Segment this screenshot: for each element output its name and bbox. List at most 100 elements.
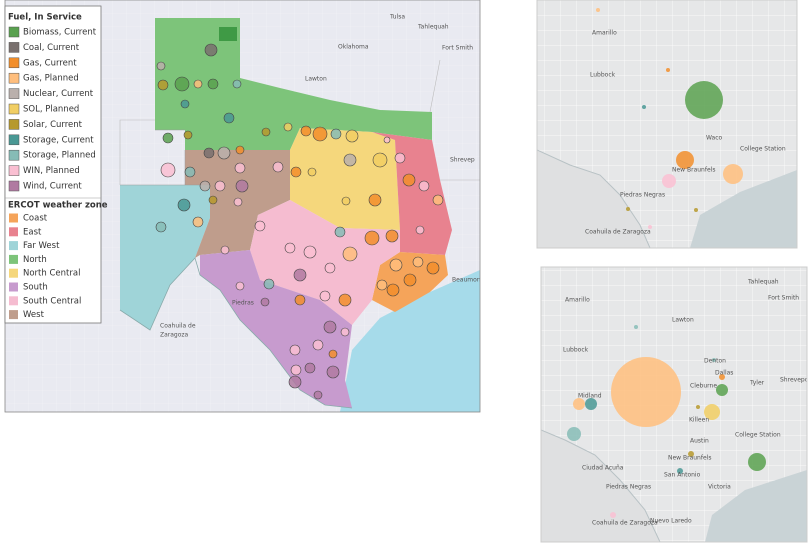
- place-label: Tulsa: [389, 14, 405, 21]
- place-label: Nuevo Laredo: [650, 518, 692, 525]
- plant-marker: [232, 79, 242, 89]
- legend-label: SOL, Planned: [23, 105, 79, 115]
- zone-south-central: [250, 200, 400, 325]
- legend-label: Solar, Current: [23, 120, 83, 130]
- plant-marker: [719, 374, 725, 380]
- plant-marker: [412, 256, 424, 268]
- legend-swatch: [9, 254, 18, 264]
- plant-marker: [180, 99, 190, 109]
- place-label: Zaragoza: [160, 332, 189, 339]
- plant-marker: [610, 512, 616, 518]
- legend-swatch: [8, 165, 20, 176]
- plant-marker: [364, 230, 380, 246]
- legend-label: Storage, Current: [23, 135, 94, 145]
- plant-marker: [426, 261, 440, 275]
- plant-marker: [303, 245, 317, 259]
- plant-markers: [155, 43, 444, 400]
- legend-label: Nuclear, Current: [23, 89, 94, 99]
- plant-marker: [341, 196, 351, 206]
- place-label: Tyler: [749, 380, 765, 387]
- plant-marker: [345, 129, 359, 143]
- place-label: Midland: [578, 393, 602, 400]
- legend-label: Gas, Current: [23, 58, 77, 68]
- plant-marker: [338, 293, 352, 307]
- plant-marker: [288, 375, 302, 389]
- rio-grande: [119, 257, 353, 409]
- plant-marker: [183, 130, 193, 140]
- plant-marker: [696, 405, 700, 409]
- plant-marker: [313, 390, 323, 400]
- legend-swatch: [9, 282, 18, 292]
- plant-marker: [261, 127, 271, 137]
- legend-label: East: [23, 227, 42, 237]
- top-right-map: Amarillo Lubbock Waco College Station New Br…: [537, 0, 797, 248]
- legend-label: South Central: [23, 296, 81, 306]
- plant-marker: [223, 112, 235, 124]
- plant-marker: [415, 225, 425, 235]
- plant-marker: [199, 180, 211, 192]
- plant-marker: [596, 8, 600, 12]
- place-label: Amarillo: [592, 30, 617, 37]
- legend-swatch: [9, 310, 18, 320]
- legend-swatch: [9, 241, 18, 251]
- biomass-county: [219, 27, 237, 41]
- plant-marker: [342, 246, 358, 262]
- legend-swatch: [8, 134, 20, 146]
- rio-grande: [537, 149, 651, 248]
- legend-swatch: [9, 227, 18, 237]
- plant-marker: [174, 76, 190, 92]
- legend-swatch: [9, 296, 18, 306]
- plant-marker: [328, 349, 338, 359]
- plant-marker: [648, 225, 652, 229]
- legend-swatch: [8, 26, 20, 38]
- plant-marker: [326, 365, 340, 379]
- legend-swatch: [8, 180, 20, 192]
- plant-marker: [685, 81, 723, 119]
- plant-marker: [208, 195, 218, 205]
- place-label: Victoria: [708, 484, 731, 491]
- place-label: Denton: [704, 358, 726, 365]
- plant-marker: [289, 344, 301, 356]
- plant-marker: [217, 146, 231, 160]
- legend-label: Far West: [23, 241, 60, 251]
- plant-marker: [403, 273, 417, 287]
- place-label: Piedras Negras: [620, 192, 665, 199]
- plant-marker: [283, 122, 293, 132]
- plant-marker: [368, 193, 382, 207]
- place-label: New Braunfels: [668, 455, 711, 462]
- legend-label: South: [23, 283, 48, 293]
- place-label: Lubbock: [563, 347, 589, 354]
- mexico: [537, 150, 650, 248]
- place-label: Coahuila de: [160, 323, 196, 330]
- plant-marker: [156, 61, 166, 71]
- place-label: Ciudad Acuña: [582, 465, 624, 472]
- plant-marker: [290, 166, 302, 178]
- legend-label: West: [23, 310, 45, 320]
- place-label: Amarillo: [565, 297, 590, 304]
- plant-marker: [340, 327, 350, 337]
- plant-marker: [284, 242, 296, 254]
- place-label: Tahlequah: [747, 279, 779, 286]
- plant-marker: [294, 294, 306, 306]
- gulf-water: [340, 270, 480, 412]
- plant-markers: [567, 325, 766, 518]
- plant-marker: [233, 197, 243, 207]
- plant-marker: [383, 136, 391, 144]
- plant-marker: [160, 162, 176, 178]
- plant-marker: [716, 384, 728, 396]
- plant-marker: [573, 398, 585, 410]
- place-label: Austin: [690, 438, 709, 445]
- legend-swatch: [8, 119, 20, 130]
- map-frame: [540, 266, 808, 543]
- gulf-water: [690, 170, 797, 248]
- plant-marker: [567, 427, 581, 441]
- place-label: Lubbock: [590, 72, 616, 79]
- plant-marker: [688, 451, 694, 457]
- place-label: Dallas: [715, 370, 733, 377]
- plant-markers: [596, 8, 743, 229]
- plant-marker: [312, 126, 328, 142]
- plant-marker: [324, 262, 336, 274]
- plant-marker: [704, 404, 720, 420]
- place-label: Shreveport: [780, 377, 811, 384]
